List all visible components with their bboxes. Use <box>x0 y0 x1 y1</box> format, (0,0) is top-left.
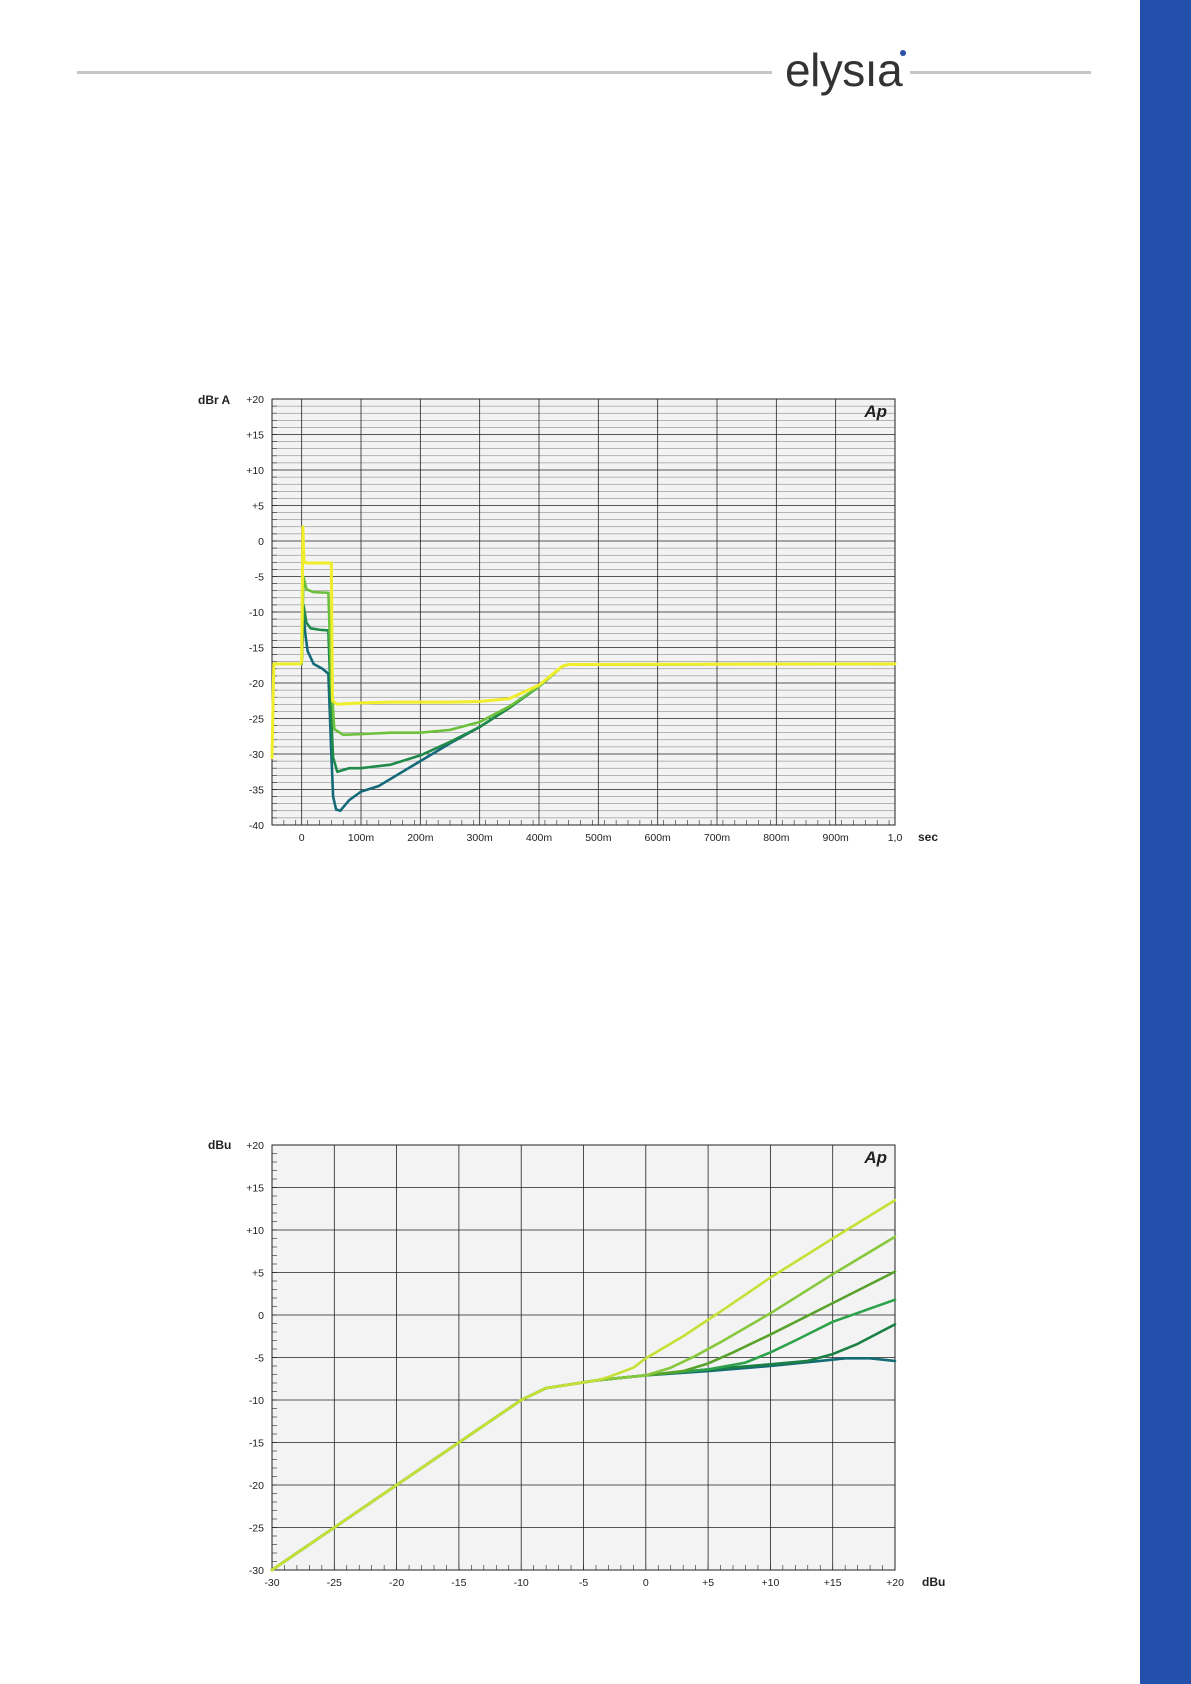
x-tick-label: +15 <box>824 1577 842 1589</box>
ap-logo: Ap <box>863 402 887 421</box>
x-tick-label: 100m <box>348 832 375 844</box>
series-line-4 <box>270 525 897 760</box>
x-tick-label: -5 <box>579 1577 588 1589</box>
axis-minor-ticks <box>271 398 890 826</box>
y-tick-label: +15 <box>246 430 264 442</box>
brand-logo: elysıa <box>780 40 910 100</box>
y-axis-label: dBr A <box>198 393 231 407</box>
x-tick-label: -10 <box>514 1577 529 1589</box>
x-tick-label: 300m <box>467 832 494 844</box>
x-tick-label: 200m <box>407 832 434 844</box>
plot-frame <box>271 1144 896 1571</box>
x-axis-label: sec <box>918 830 938 844</box>
x-axis-label: dBu <box>922 1575 945 1589</box>
y-tick-label: -30 <box>249 749 264 761</box>
x-tick-label: 0 <box>299 832 305 844</box>
y-tick-label: -20 <box>249 1480 264 1492</box>
x-tick-label: -20 <box>389 1577 404 1589</box>
y-tick-label: 0 <box>258 536 264 548</box>
y-tick-label: +20 <box>246 394 264 406</box>
axis-minor-ticks <box>271 1144 896 1571</box>
x-tick-label: 700m <box>704 832 731 844</box>
y-tick-label: -30 <box>249 1565 264 1577</box>
x-tick-label: 800m <box>763 832 790 844</box>
header-rule-right <box>910 71 1091 74</box>
gridlines <box>271 1144 896 1571</box>
x-tick-label: 0 <box>643 1577 649 1589</box>
header-rule-left <box>77 71 772 74</box>
x-tick-label: +20 <box>886 1577 904 1589</box>
x-tick-label: -30 <box>264 1577 279 1589</box>
y-tick-label: -35 <box>249 785 264 797</box>
y-tick-label: -40 <box>249 820 264 832</box>
y-tick-label: -25 <box>249 1523 264 1535</box>
y-tick-label: -10 <box>249 607 264 619</box>
y-tick-label: -15 <box>249 643 264 655</box>
x-tick-label: -15 <box>451 1577 466 1589</box>
gridlines <box>272 398 896 826</box>
side-color-bar <box>1140 0 1191 1684</box>
y-tick-label: -10 <box>249 1395 264 1407</box>
x-tick-label: 500m <box>585 832 612 844</box>
x-tick-label: +10 <box>761 1577 779 1589</box>
brand-logo-dot <box>900 50 906 56</box>
y-axis-label: dBu <box>208 1138 231 1152</box>
x-tick-label: -25 <box>327 1577 342 1589</box>
y-tick-label: +15 <box>246 1183 264 1195</box>
x-tick-label: 900m <box>823 832 850 844</box>
y-tick-label: -20 <box>249 678 264 690</box>
brand-logo-text: elysıa <box>785 44 903 96</box>
release-time-chart: +20 +15 +10 +5 0 -5 -10 -15 -20 -25 -30 -35 -40 0 100m… <box>198 393 938 844</box>
y-tick-label: +5 <box>252 501 264 513</box>
transfer-curve-chart: +20 +15 +10 +5 0 -5 -10 -15 -20 -25 -30-30 -25 -20 -1… <box>208 1138 945 1589</box>
x-tick-label: +5 <box>702 1577 714 1589</box>
y-tick-label: +20 <box>246 1140 264 1152</box>
y-tick-label: 0 <box>258 1310 264 1322</box>
x-tick-label: 600m <box>645 832 672 844</box>
x-tick-label: 1,0 <box>888 832 903 844</box>
y-tick-label: -5 <box>255 1353 264 1365</box>
y-tick-label: +10 <box>246 465 264 477</box>
y-tick-label: -15 <box>249 1438 264 1450</box>
series-line-6 <box>270 1198 897 1572</box>
ap-logo: Ap <box>863 1148 887 1167</box>
y-tick-label: -5 <box>255 572 264 584</box>
y-tick-label: +10 <box>246 1225 264 1237</box>
y-tick-label: +5 <box>252 1268 264 1280</box>
x-tick-label: 400m <box>526 832 553 844</box>
y-tick-label: -25 <box>249 714 264 726</box>
plot-frame <box>271 398 896 826</box>
